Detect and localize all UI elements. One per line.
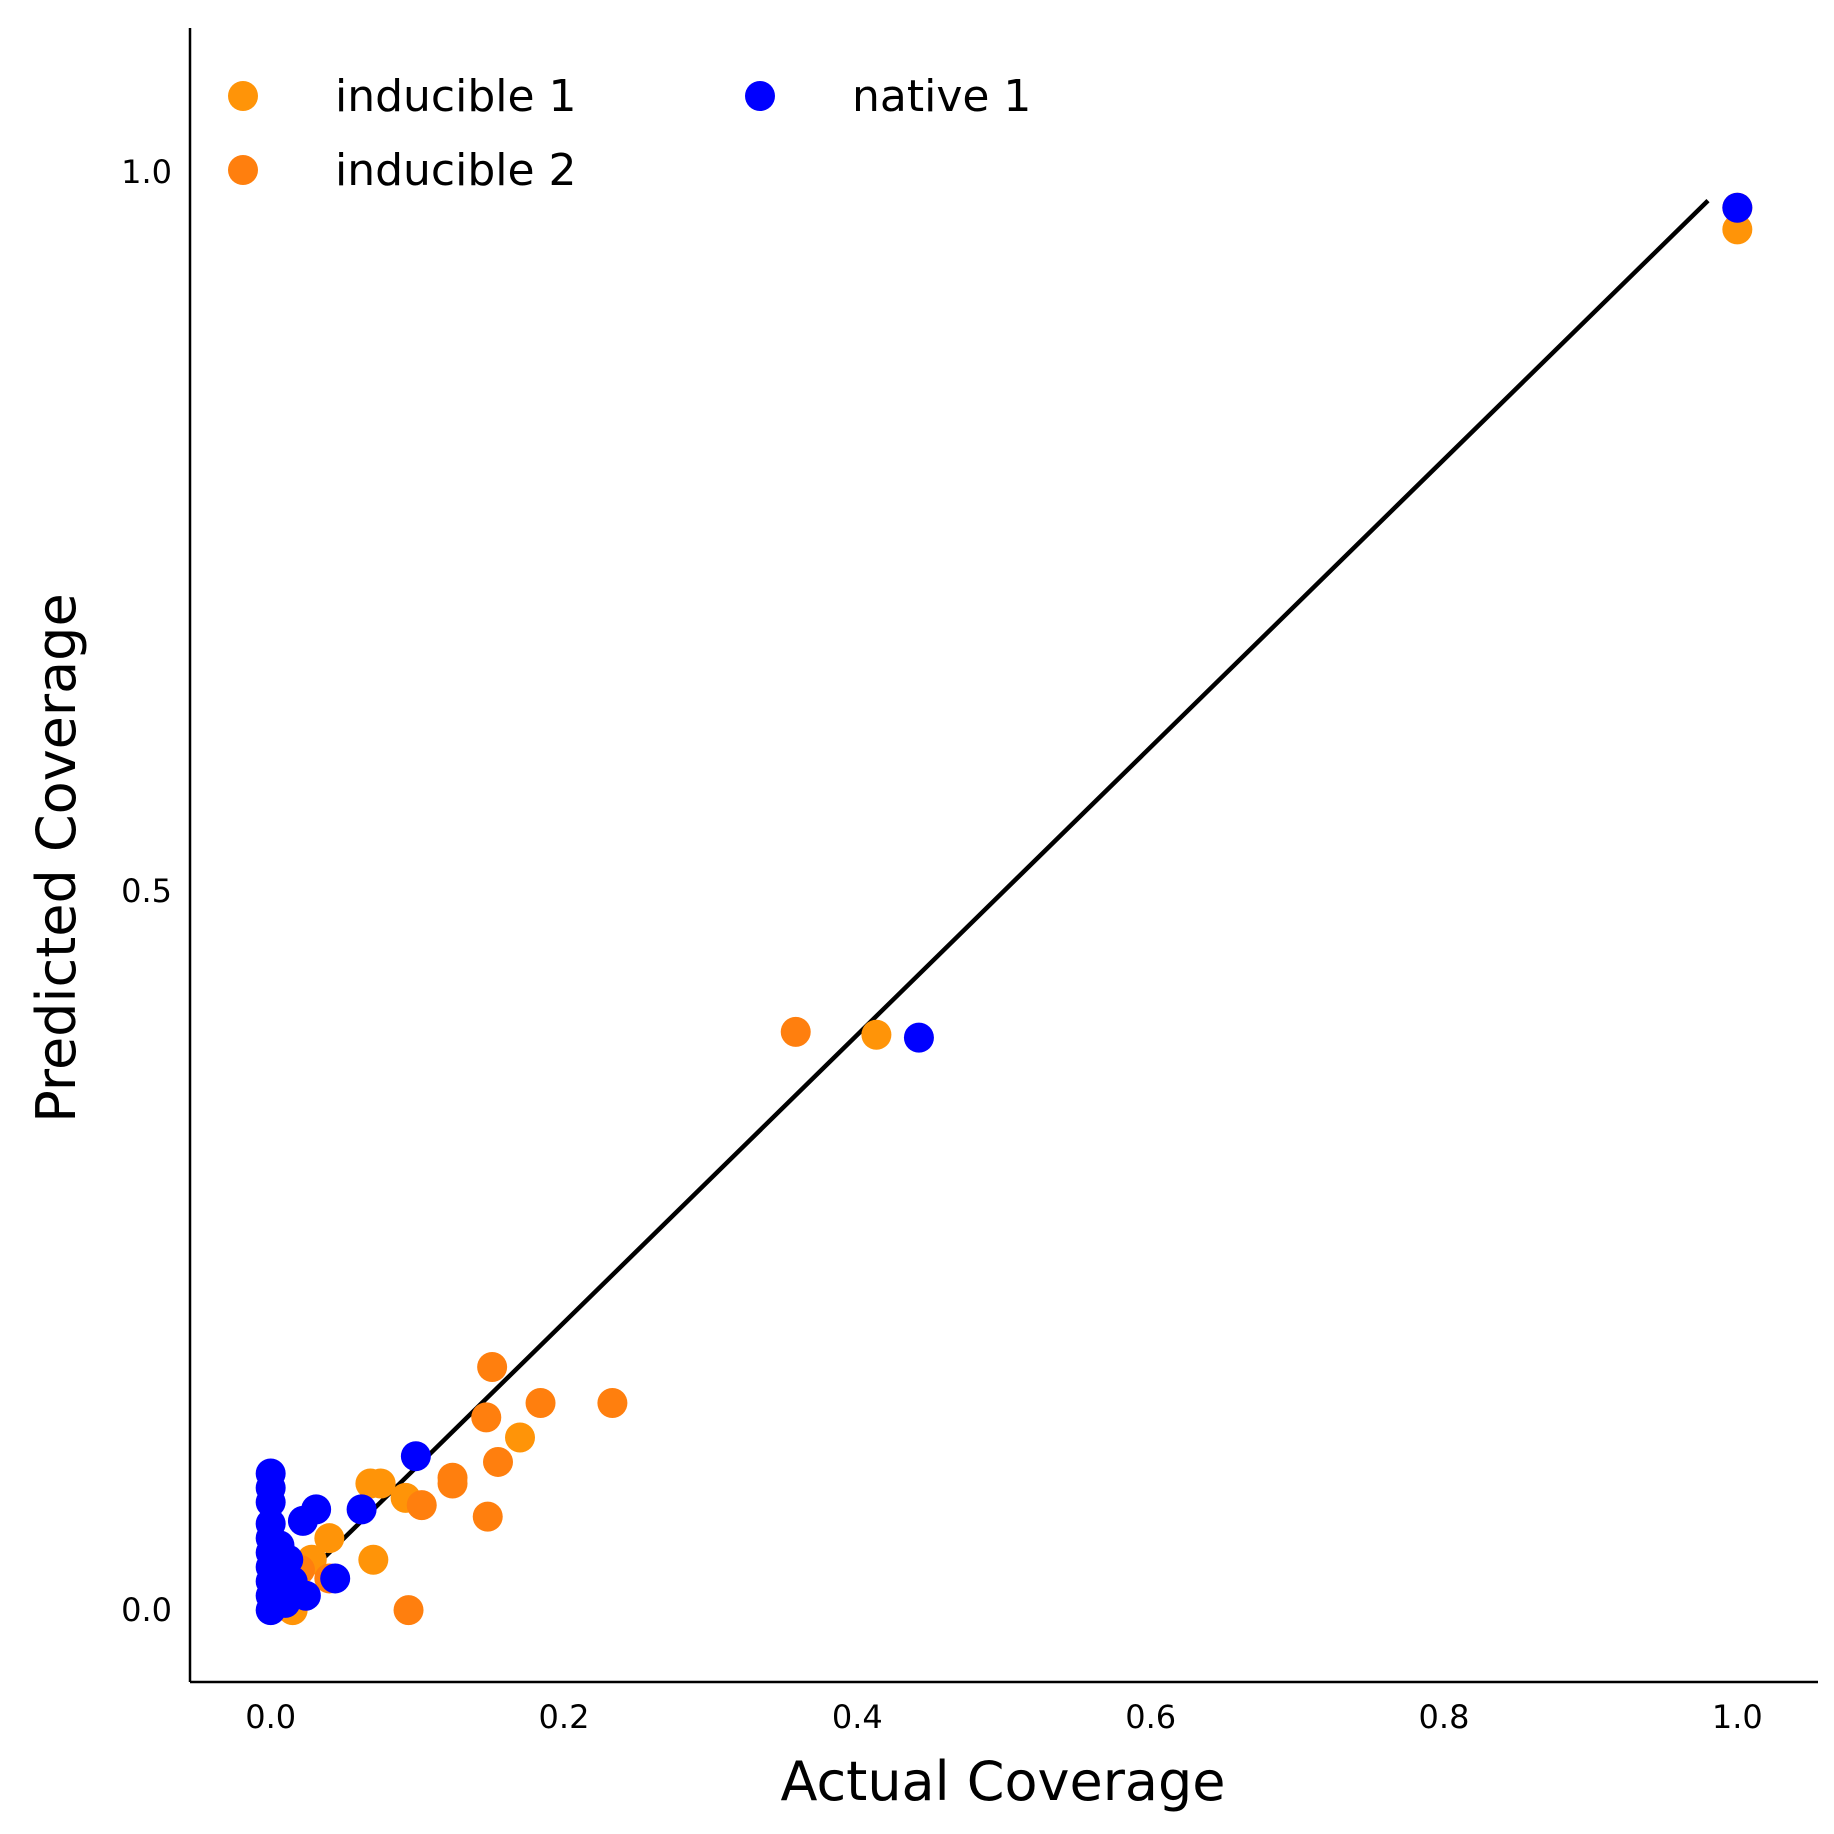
x-tick-label: 1.0 bbox=[1712, 1698, 1763, 1736]
data-point bbox=[287, 1505, 318, 1536]
legend-marker bbox=[228, 81, 258, 111]
data-point bbox=[903, 1022, 934, 1053]
data-point bbox=[346, 1494, 377, 1525]
data-point bbox=[483, 1446, 513, 1477]
data-point bbox=[525, 1387, 556, 1418]
data-point bbox=[400, 1441, 431, 1472]
data-point bbox=[597, 1387, 628, 1418]
data-point bbox=[406, 1490, 437, 1521]
y-axis-label: Predicted Coverage bbox=[25, 593, 88, 1122]
legend-marker bbox=[745, 81, 775, 111]
data-point bbox=[780, 1016, 811, 1047]
x-tick-label: 0.4 bbox=[832, 1698, 883, 1736]
data-point bbox=[1722, 192, 1753, 223]
y-tick-label: 0.0 bbox=[121, 1591, 172, 1629]
data-point bbox=[477, 1352, 508, 1383]
x-tick-label: 0.8 bbox=[1419, 1698, 1470, 1736]
data-point bbox=[358, 1544, 389, 1575]
axes bbox=[188, 28, 1818, 1684]
series-inducible-2 bbox=[285, 192, 1753, 1626]
y-tick-label: 1.0 bbox=[121, 153, 172, 191]
data-point bbox=[472, 1501, 503, 1532]
data-point bbox=[355, 1468, 386, 1499]
legend-label: inducible 2 bbox=[335, 145, 577, 196]
x-tick-label: 0.6 bbox=[1125, 1698, 1176, 1736]
data-point bbox=[861, 1019, 892, 1050]
data-point bbox=[1722, 214, 1753, 245]
data-point bbox=[393, 1595, 424, 1626]
series-native-1 bbox=[255, 192, 1753, 1626]
x-axis-label: Actual Coverage bbox=[780, 1750, 1225, 1813]
data-point bbox=[264, 1530, 295, 1561]
legend-label: native 1 bbox=[852, 71, 1031, 122]
fit-line bbox=[298, 198, 1710, 1583]
ticks-layer: 0.0 0.2 0.4 0.6 0.8 1.0 0.0 0.5 1.0 bbox=[121, 153, 1763, 1736]
data-point bbox=[255, 1458, 286, 1489]
data-point bbox=[277, 1566, 308, 1597]
data-point bbox=[314, 1523, 345, 1554]
data-point bbox=[505, 1422, 535, 1453]
legend: inducible 1 inducible 2 native 1 bbox=[228, 71, 1031, 196]
legend-label: inducible 1 bbox=[335, 71, 577, 122]
points-layer bbox=[255, 192, 1753, 1626]
data-point bbox=[471, 1402, 502, 1433]
x-tick-label: 0.0 bbox=[245, 1698, 296, 1736]
x-tick-label: 0.2 bbox=[539, 1698, 590, 1736]
data-point bbox=[320, 1563, 351, 1594]
data-point bbox=[437, 1468, 468, 1499]
y-tick-label: 0.5 bbox=[121, 872, 172, 910]
legend-marker bbox=[228, 155, 258, 185]
fit-line-layer bbox=[298, 198, 1710, 1583]
